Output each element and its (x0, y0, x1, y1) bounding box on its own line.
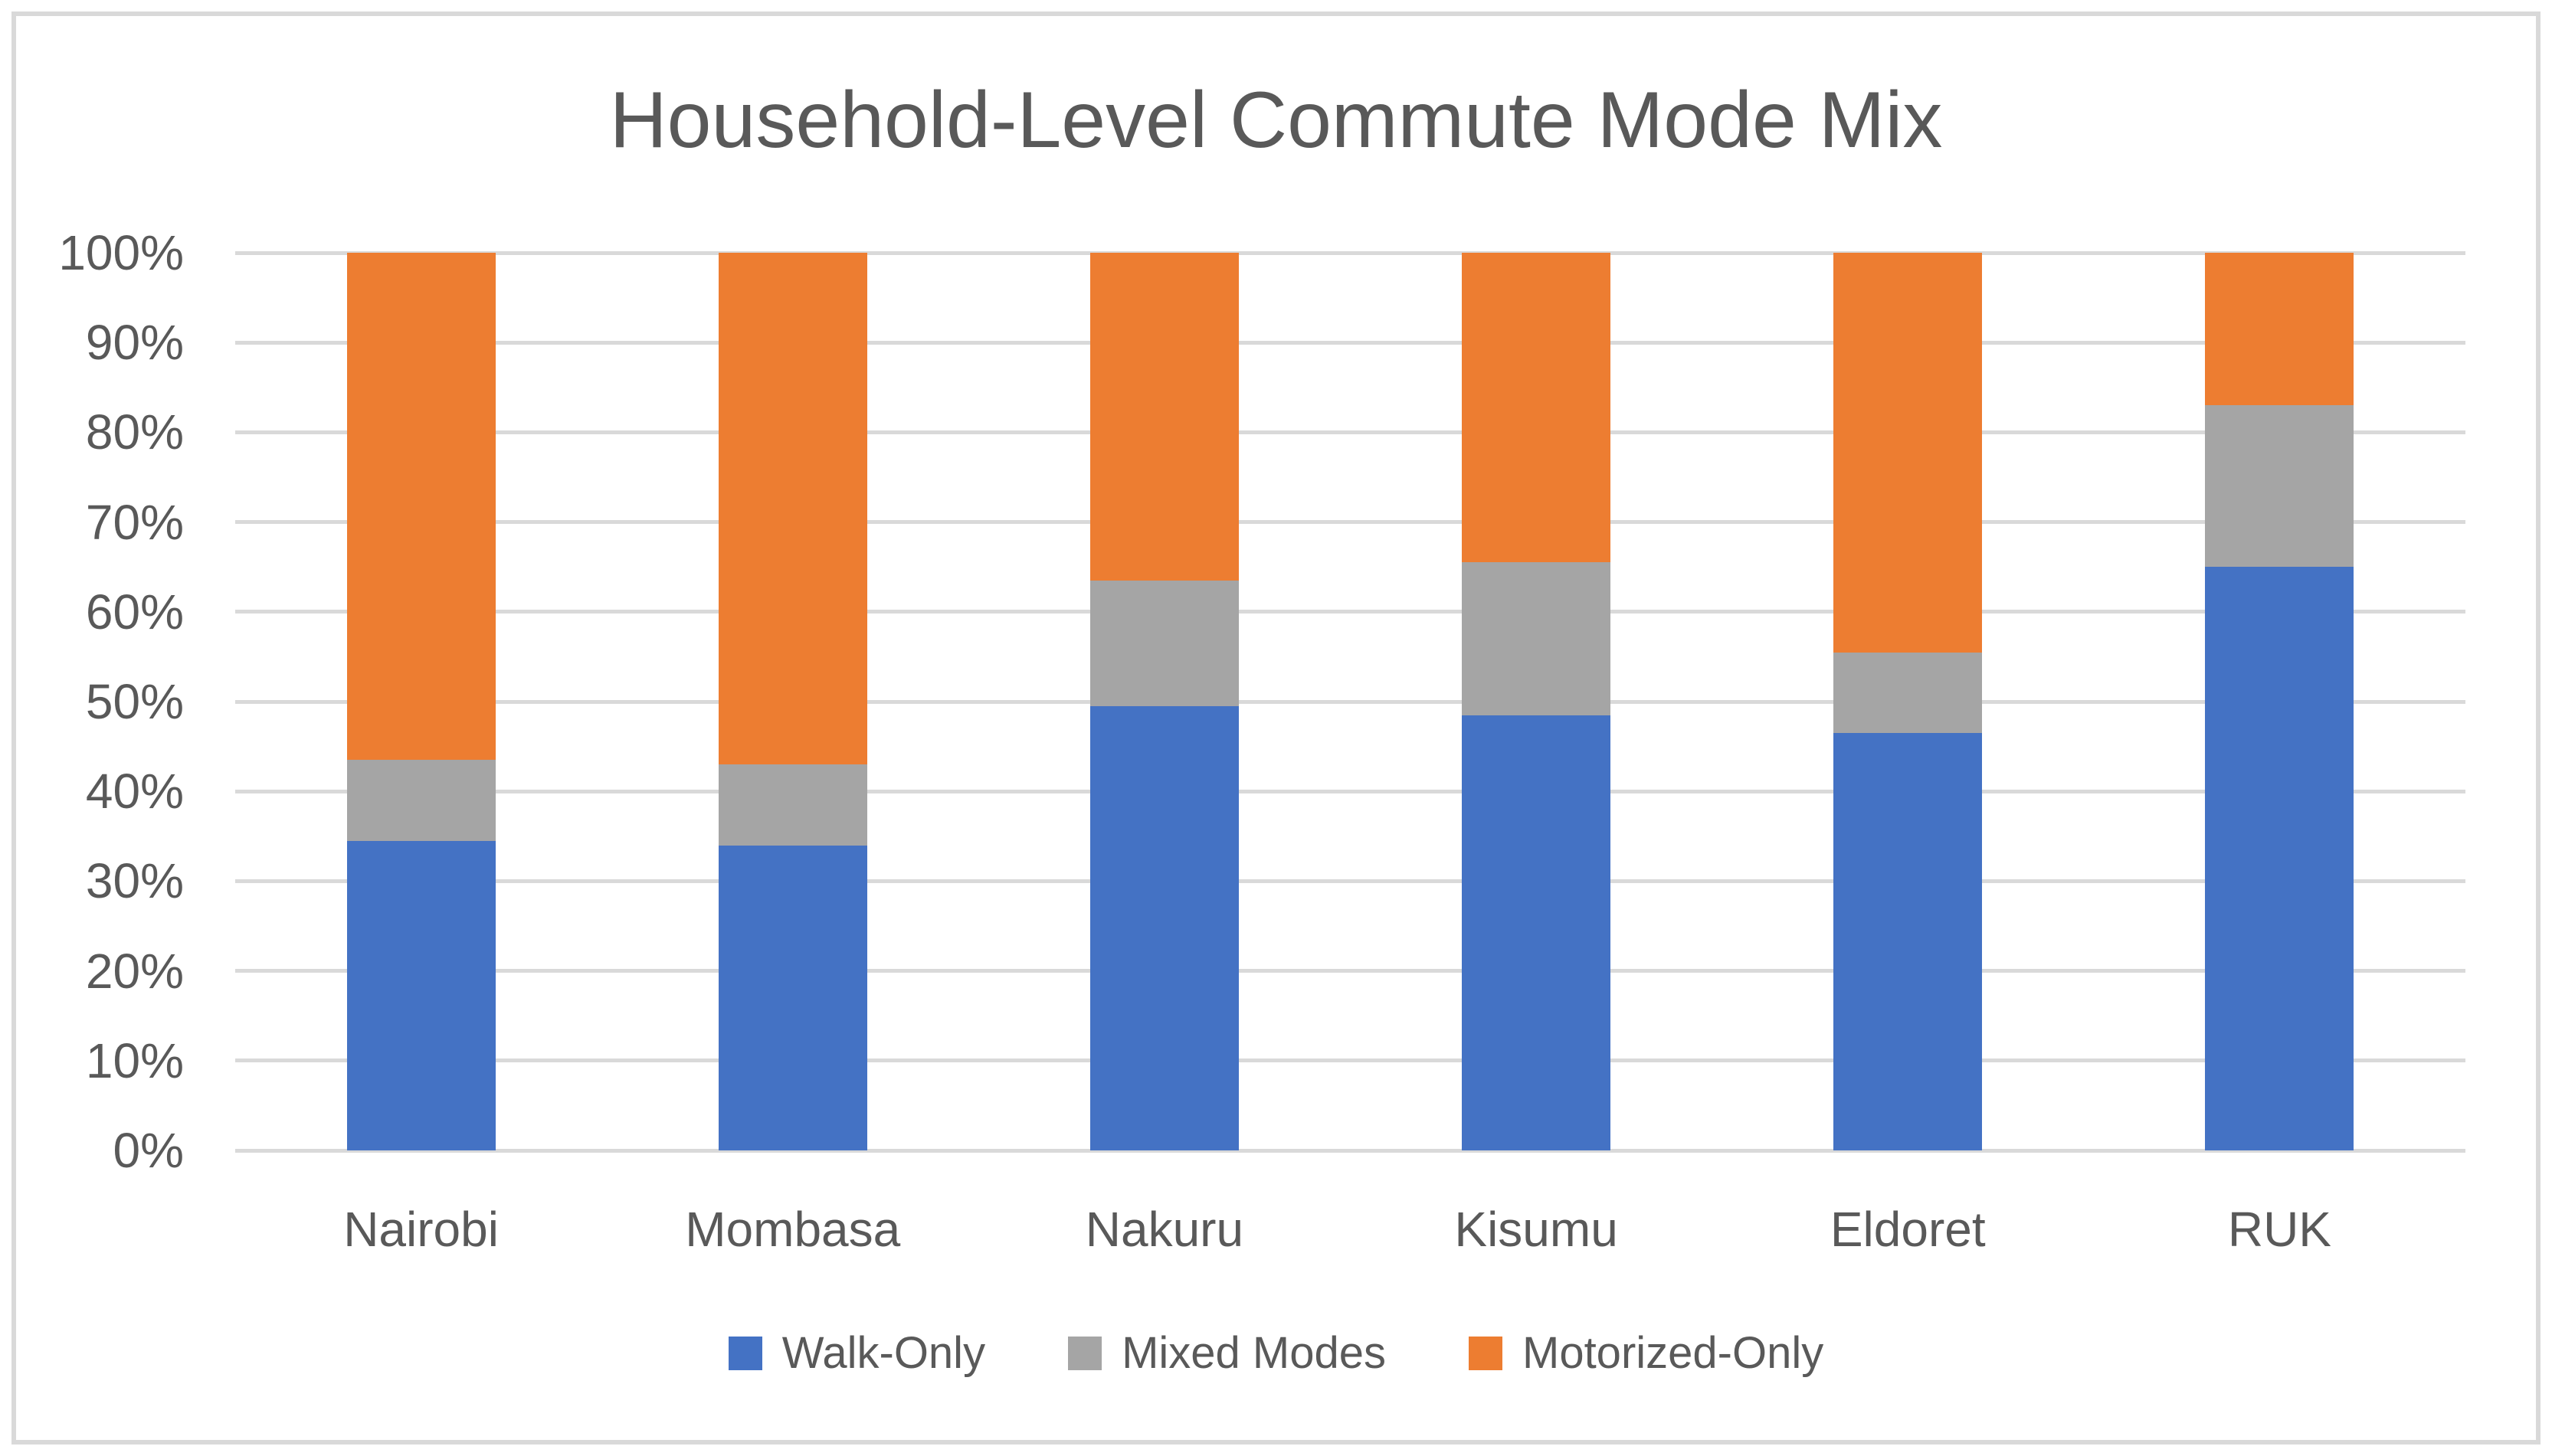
x-category-label: Eldoret (1830, 1202, 1986, 1257)
bar-segment-kisumu-mixed-modes (1462, 562, 1611, 715)
y-tick-label: 70% (85, 494, 184, 550)
y-tick-label: 50% (85, 674, 184, 729)
gridline-90% (235, 340, 2465, 345)
y-tick-label: 90% (85, 315, 184, 371)
x-category-label: Nakuru (1085, 1202, 1244, 1257)
x-category-label: RUK (2227, 1202, 2331, 1257)
bar-segment-ruk-walk-only (2205, 567, 2354, 1150)
bar-segment-nairobi-motorized-only (346, 253, 496, 761)
legend-label: Walk-Only (781, 1328, 986, 1378)
bar-nakuru (1089, 253, 1239, 1150)
legend-item-walk-only: Walk-Only (728, 1328, 986, 1378)
gridline-10% (235, 1058, 2465, 1063)
y-tick-label: 100% (58, 225, 184, 280)
bar-kisumu (1462, 253, 1611, 1150)
bar-ruk (2205, 253, 2354, 1150)
bar-segment-nakuru-walk-only (1089, 705, 1239, 1150)
y-tick-label: 40% (85, 764, 184, 820)
gridline-20% (235, 969, 2465, 973)
bar-segment-eldoret-motorized-only (1833, 253, 1983, 653)
bar-segment-nairobi-mixed-modes (346, 760, 496, 841)
bar-segment-eldoret-walk-only (1833, 733, 1983, 1150)
x-category-label: Kisumu (1454, 1202, 1618, 1257)
plot-area (235, 250, 2465, 1153)
y-tick-label: 0% (113, 1123, 185, 1178)
bar-segment-nakuru-mixed-modes (1089, 580, 1239, 706)
legend-label: Motorized-Only (1522, 1328, 1824, 1378)
y-tick-label: 20% (85, 943, 184, 999)
bar-segment-mombasa-motorized-only (718, 253, 867, 765)
y-tick-label: 10% (85, 1032, 184, 1088)
legend-swatch-icon (1068, 1337, 1102, 1370)
bar-segment-mombasa-mixed-modes (718, 764, 867, 846)
bar-segment-kisumu-walk-only (1462, 715, 1611, 1150)
y-tick-label: 30% (85, 853, 184, 909)
chart-title: Household-Level Commute Mode Mix (609, 76, 1943, 165)
legend: Walk-Only Mixed Modes Motorized-Only (0, 1327, 2552, 1380)
legend-swatch-icon (728, 1337, 762, 1370)
legend-swatch-icon (1469, 1337, 1502, 1370)
bar-segment-nairobi-walk-only (346, 840, 496, 1150)
bar-segment-ruk-motorized-only (2205, 253, 2354, 406)
x-category-label: Mombasa (685, 1202, 901, 1257)
gridline-60% (235, 610, 2465, 614)
gridline-30% (235, 879, 2465, 883)
bar-segment-nakuru-motorized-only (1089, 253, 1239, 581)
gridline-0% (235, 1148, 2465, 1153)
legend-label: Mixed Modes (1122, 1328, 1386, 1378)
x-category-label: Nairobi (343, 1202, 499, 1257)
bar-segment-ruk-mixed-modes (2205, 405, 2354, 568)
gridline-100% (235, 250, 2465, 255)
bar-segment-eldoret-mixed-modes (1833, 652, 1983, 733)
bar-nairobi (346, 253, 496, 1150)
bar-mombasa (718, 253, 867, 1150)
y-tick-label: 60% (85, 584, 184, 640)
y-tick-label: 80% (85, 404, 184, 460)
bar-eldoret (1833, 253, 1983, 1150)
gridline-40% (235, 789, 2465, 793)
gridline-70% (235, 520, 2465, 525)
legend-item-mixed-modes: Mixed Modes (1068, 1330, 1386, 1376)
bar-segment-kisumu-motorized-only (1462, 253, 1611, 563)
bar-segment-mombasa-walk-only (718, 845, 867, 1150)
gridline-80% (235, 430, 2465, 434)
gridline-50% (235, 699, 2465, 704)
legend-item-motorized-only: Motorized-Only (1469, 1330, 1823, 1376)
